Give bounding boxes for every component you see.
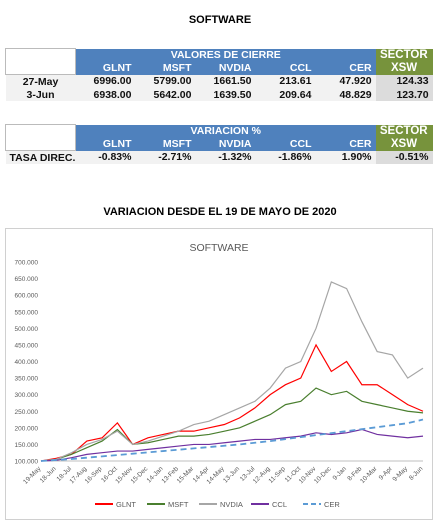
cell: -1.32% <box>195 150 256 164</box>
series-line <box>40 387 424 462</box>
group-header: VALORES DE CIERRE <box>75 48 376 62</box>
cell: 209.64 <box>255 88 316 101</box>
cell: 6996.00 <box>75 74 136 88</box>
column-header: CCL <box>255 137 316 151</box>
legend-label: MSFT <box>168 500 189 509</box>
row-label: TASA DIREC. <box>5 150 76 164</box>
column-header: GLNT <box>75 61 136 75</box>
cell: 5799.00 <box>135 74 196 88</box>
y-tick-label: 150.000 <box>15 442 39 449</box>
cell: 123.70 <box>375 88 433 101</box>
column-header: MSFT <box>135 61 196 75</box>
y-tick-label: 500.000 <box>15 326 39 333</box>
y-tick-label: 650.000 <box>15 276 39 283</box>
column-header: CCL <box>255 61 316 75</box>
legend-label: GLNT <box>116 500 136 509</box>
y-tick-label: 350.000 <box>15 376 39 383</box>
series-line <box>40 281 424 462</box>
legend-label: NVDIA <box>220 500 243 509</box>
column-header: CER <box>315 61 376 75</box>
blank-cell <box>5 124 76 151</box>
cell: 213.61 <box>255 74 316 88</box>
column-header: GLNT <box>75 137 136 151</box>
chart-title: SOFTWARE <box>189 242 248 254</box>
variation-table: VARIACION % SECTOR GLNT MSFT NVDIA CCL CER XSW… <box>5 124 433 164</box>
sector-header: SECTOR <box>375 124 433 138</box>
sector-sub: XSW <box>375 137 433 151</box>
page-title: SOFTWARE <box>188 14 252 26</box>
y-tick-label: 200.000 <box>15 425 39 432</box>
cell: 48.829 <box>315 88 376 101</box>
cell: 6938.00 <box>75 88 136 101</box>
y-tick-label: 600.000 <box>15 293 39 300</box>
cell: 1.90% <box>315 150 376 164</box>
cell: 1661.50 <box>195 74 256 88</box>
y-tick-label: 300.000 <box>15 392 39 399</box>
column-header: MSFT <box>135 137 196 151</box>
chart: SOFTWARE 100.000 150.000 200.000 250.000 300… <box>5 228 433 520</box>
chart-frame <box>5 228 433 520</box>
y-tick-label: 450.000 <box>15 342 39 349</box>
cell: 5642.00 <box>135 88 196 101</box>
row-label: 27-May <box>5 74 76 88</box>
y-tick-label: 250.000 <box>15 409 39 416</box>
column-header: NVDIA <box>195 61 256 75</box>
cell: 47.920 <box>315 74 376 88</box>
y-tick-label: 400.000 <box>15 359 39 366</box>
cell: -1.86% <box>255 150 316 164</box>
cell: 124.33 <box>375 74 433 88</box>
y-tick-label: 100.000 <box>15 459 39 466</box>
group-header: VARIACION % <box>75 124 376 138</box>
section-title: VARIACION DESDE EL 19 DE MAYO DE 2020 <box>103 206 337 218</box>
y-tick-label: 700.000 <box>15 260 39 267</box>
cell: -0.51% <box>375 150 433 164</box>
sector-header: SECTOR <box>375 48 433 62</box>
cell: 1639.50 <box>195 88 256 101</box>
blank-cell <box>5 48 76 75</box>
series-line <box>40 343 424 462</box>
row-label: 3-Jun <box>5 88 76 101</box>
cell: -2.71% <box>135 150 196 164</box>
y-tick-label: 550.000 <box>15 309 39 316</box>
legend-label: CER <box>324 500 340 509</box>
legend-label: CCL <box>272 500 287 509</box>
cell: -0.83% <box>75 150 136 164</box>
sector-sub: XSW <box>375 61 433 75</box>
column-header: NVDIA <box>195 137 256 151</box>
closing-table: VALORES DE CIERRE SECTOR GLNT MSFT NVDIA CCL… <box>5 48 433 101</box>
series-line <box>40 428 424 462</box>
column-header: CER <box>315 137 376 151</box>
series-line <box>40 418 424 462</box>
